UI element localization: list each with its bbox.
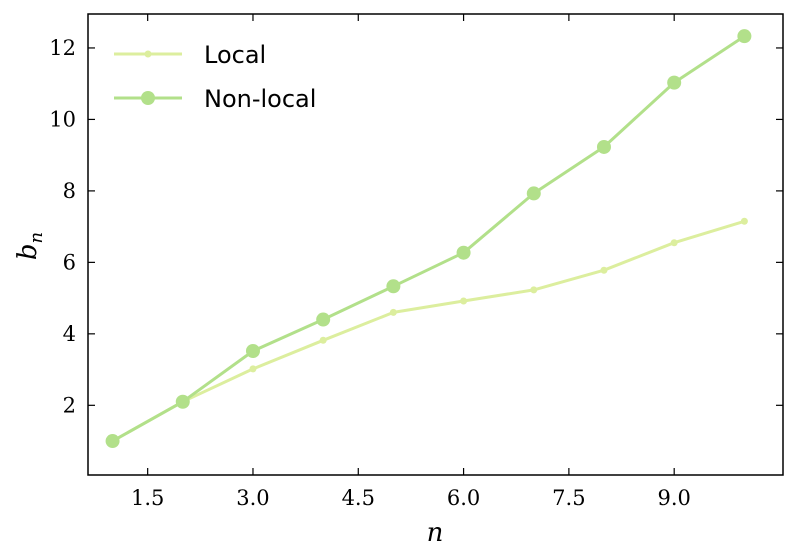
x-tick-label: 9.0 bbox=[657, 486, 690, 510]
x-tick-label: 3.0 bbox=[236, 486, 269, 510]
x-tick-label: 7.5 bbox=[552, 486, 585, 510]
legend-nonlocal-marker bbox=[141, 91, 155, 105]
legend-nonlocal-label: Non-local bbox=[204, 85, 316, 113]
series-layer bbox=[105, 29, 752, 449]
series-non-local bbox=[105, 29, 752, 449]
y-tick-label: 10 bbox=[49, 107, 76, 131]
data-point bbox=[600, 266, 608, 274]
series-line bbox=[111, 219, 745, 443]
x-axis-label: n bbox=[427, 518, 444, 548]
data-point bbox=[389, 308, 397, 316]
data-point bbox=[456, 245, 471, 260]
data-point bbox=[737, 29, 752, 44]
data-point bbox=[319, 336, 327, 344]
y-axis-label: bn bbox=[13, 232, 47, 260]
y-tick-label: 4 bbox=[63, 322, 76, 346]
data-point bbox=[667, 75, 682, 90]
data-point bbox=[245, 343, 260, 358]
data-point bbox=[316, 312, 331, 327]
data-point bbox=[386, 279, 401, 294]
y-axis-label-subscript: n bbox=[26, 232, 47, 244]
axis-ticks: 1.5 3.0 4.5 6.0 7.5 9.0 2 4 6 8 10 12 bbox=[49, 14, 783, 510]
x-tick-label: 1.5 bbox=[131, 486, 164, 510]
y-tick-label: 6 bbox=[63, 250, 76, 274]
y-tick-label: 8 bbox=[63, 179, 76, 203]
y-tick-label: 12 bbox=[49, 36, 76, 60]
x-tick-label: 4.5 bbox=[342, 486, 375, 510]
x-tick-label: 6.0 bbox=[447, 486, 480, 510]
legend-local-label: Local bbox=[204, 41, 266, 69]
data-point bbox=[740, 217, 748, 225]
data-point bbox=[526, 186, 541, 201]
data-point bbox=[596, 139, 611, 154]
series-line bbox=[111, 34, 746, 443]
data-point bbox=[530, 286, 538, 294]
legend: Local Non-local bbox=[114, 41, 316, 113]
plot-frame bbox=[87, 13, 784, 476]
data-point bbox=[175, 394, 190, 409]
series-local bbox=[109, 217, 748, 445]
data-point bbox=[460, 297, 468, 305]
y-tick-label: 2 bbox=[63, 393, 76, 417]
legend-local-marker bbox=[144, 50, 152, 58]
y-axis-label-main: b bbox=[13, 243, 43, 260]
data-point bbox=[249, 365, 257, 373]
data-point bbox=[105, 434, 120, 449]
data-point bbox=[670, 239, 678, 247]
